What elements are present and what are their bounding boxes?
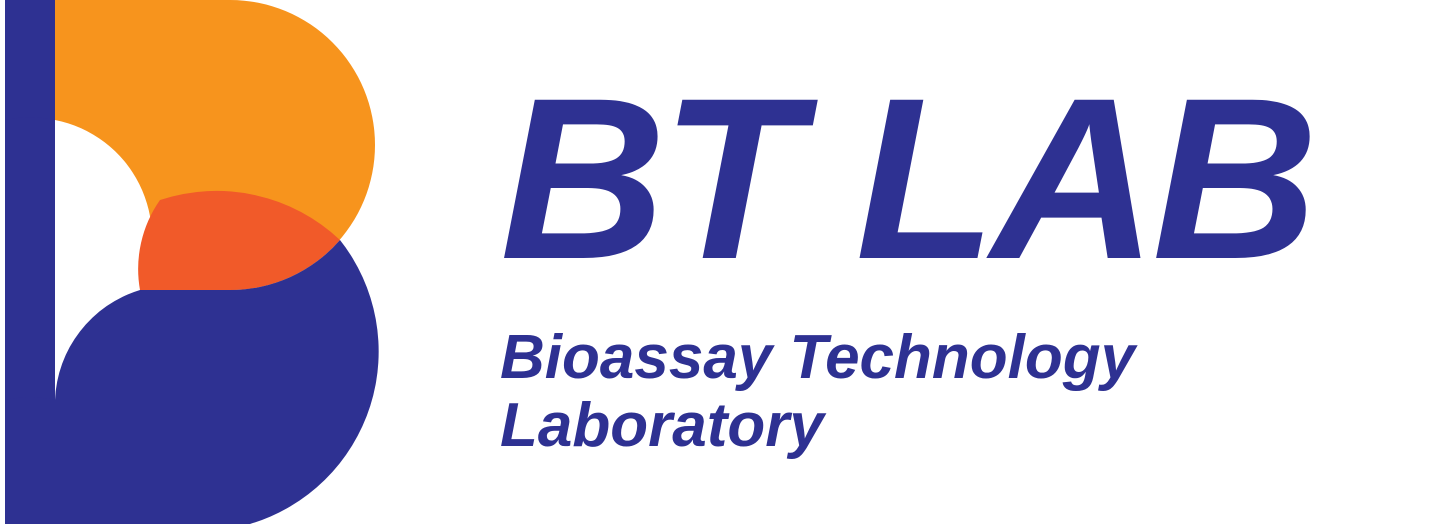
- logo-text-block: BT LAB Bioassay Technology Laboratory: [500, 64, 1313, 460]
- logo-mark: [0, 0, 430, 524]
- logo-container: BT LAB Bioassay Technology Laboratory: [0, 0, 1445, 524]
- logo-b-icon: [0, 0, 430, 524]
- subtitle-line-2: Laboratory: [500, 391, 824, 460]
- subtitle-line-1: Bioassay Technology: [500, 323, 1135, 392]
- brand-subtitle: Bioassay Technology Laboratory: [500, 324, 1313, 460]
- brand-main-title: BT LAB: [500, 64, 1313, 294]
